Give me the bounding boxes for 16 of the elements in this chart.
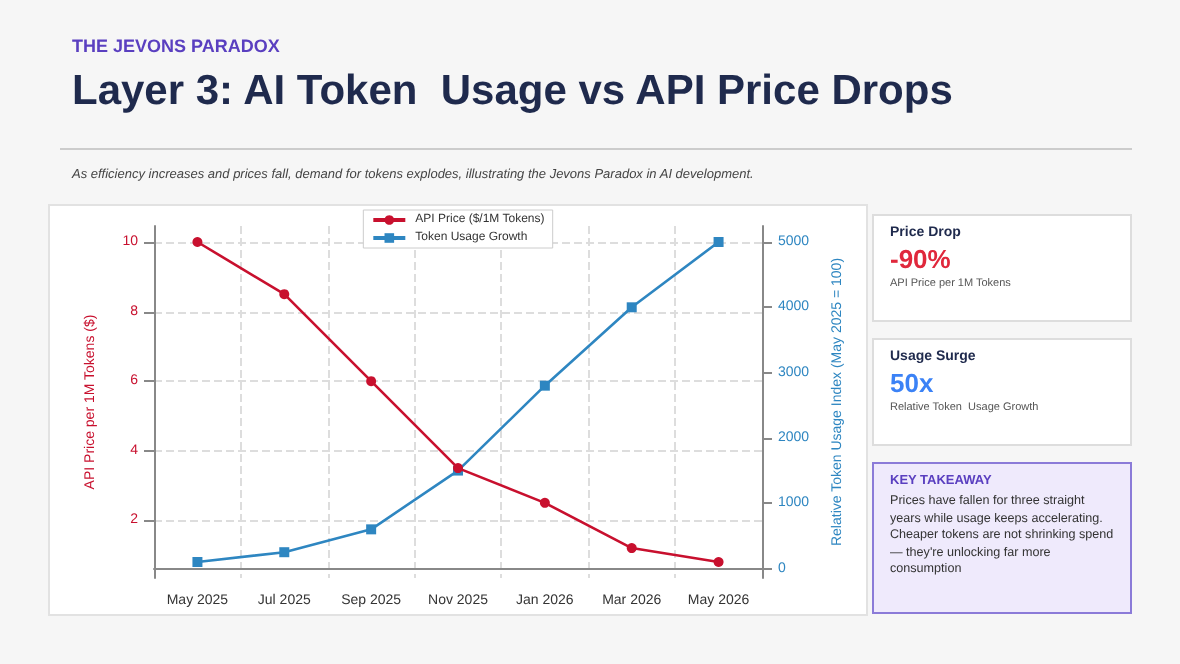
point — [192, 237, 203, 247]
point — [626, 543, 637, 554]
point — [279, 547, 290, 558]
text: 50x — [890, 368, 936, 398]
text: -90% — [890, 244, 953, 274]
point — [626, 302, 637, 313]
point — [366, 524, 377, 535]
point — [366, 376, 377, 387]
point — [279, 289, 290, 300]
point — [192, 557, 203, 567]
point — [713, 237, 724, 247]
point — [713, 557, 724, 567]
text: THE JEVONS PARADOX — [72, 36, 280, 56]
chart-title: Layer 3: AI Token Usage vs API Price Drops — [72, 68, 953, 116]
point — [539, 497, 550, 508]
point — [539, 380, 550, 391]
